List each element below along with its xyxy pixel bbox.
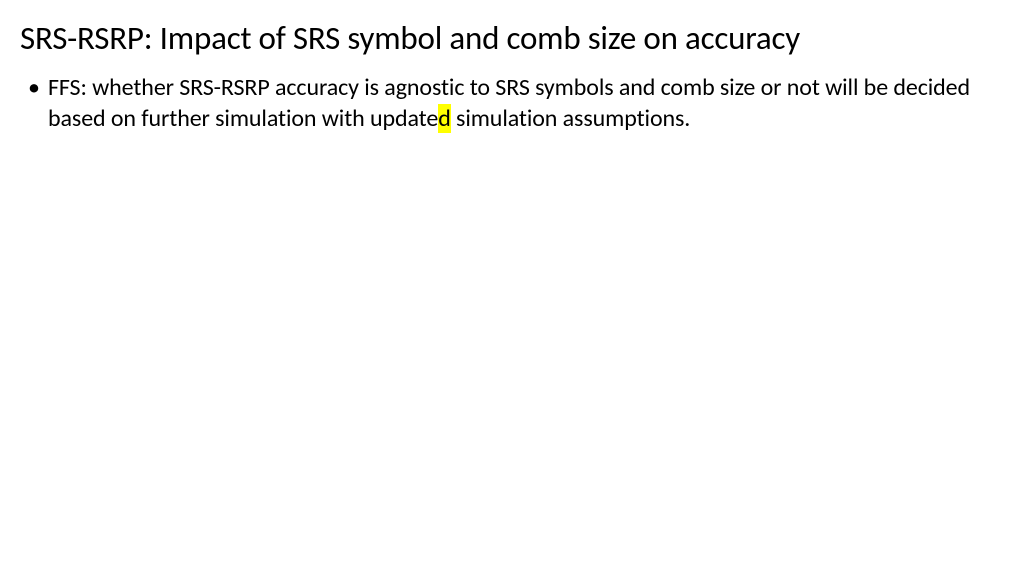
highlighted-text: d bbox=[438, 104, 451, 133]
slide-container: SRS-RSRP: Impact of SRS symbol and comb … bbox=[0, 0, 1024, 576]
bullet-item: FFS: whether SRS-RSRP accuracy is agnost… bbox=[28, 72, 1004, 134]
bullet-list: FFS: whether SRS-RSRP accuracy is agnost… bbox=[20, 72, 1004, 134]
slide-title: SRS-RSRP: Impact of SRS symbol and comb … bbox=[20, 18, 1004, 58]
bullet-text-after: simulation assumptions. bbox=[451, 104, 691, 133]
